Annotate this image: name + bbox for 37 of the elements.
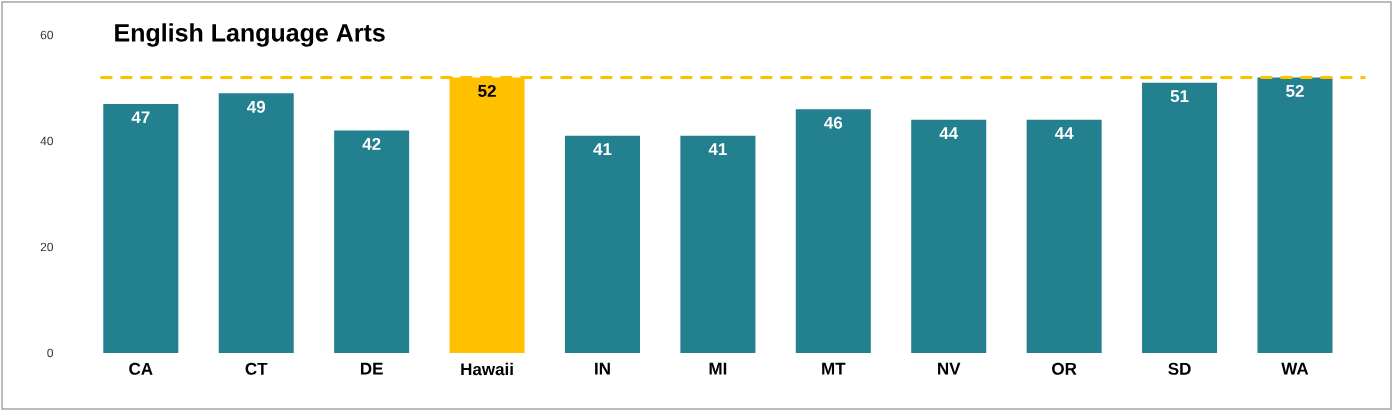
x-tick-label: NV	[938, 362, 961, 375]
bar	[564, 135, 640, 353]
bar	[911, 119, 987, 353]
y-tick-label: 0	[47, 348, 54, 358]
x-tick-label: MT	[822, 362, 846, 375]
bar	[1026, 119, 1102, 353]
x-tick-label: WA	[1281, 362, 1309, 375]
bar	[795, 109, 871, 353]
data-label: 47	[131, 111, 150, 124]
bar	[218, 93, 294, 353]
chart-title: English Language Arts	[115, 23, 385, 47]
x-tick-label: MI	[709, 362, 727, 375]
data-label: 46	[824, 116, 843, 129]
y-tick-label: 60	[40, 30, 54, 40]
bar	[334, 130, 410, 353]
data-label: 42	[362, 137, 381, 150]
data-label: 51	[1170, 90, 1189, 103]
data-label: 52	[478, 84, 496, 97]
data-label: 44	[1054, 127, 1074, 140]
data-label: 49	[247, 100, 266, 113]
data-label: 41	[593, 143, 612, 155]
x-tick-label: IN	[595, 362, 610, 375]
x-tick-label: CT	[245, 362, 268, 375]
bar	[103, 103, 179, 353]
data-label: 41	[708, 143, 727, 155]
x-tick-label: SD	[1168, 362, 1191, 375]
x-tick-label: CA	[129, 362, 153, 375]
bar	[1257, 77, 1333, 353]
x-tick-label: OR	[1052, 362, 1077, 375]
bar	[1142, 82, 1218, 353]
data-label: 52	[1286, 84, 1304, 97]
bar	[680, 135, 756, 353]
y-tick-label: 40	[40, 136, 54, 146]
y-tick-label: 20	[40, 242, 54, 252]
x-tick-label: DE	[360, 362, 383, 375]
data-label: 44	[939, 127, 959, 140]
x-tick-label: Hawaii	[461, 362, 513, 376]
